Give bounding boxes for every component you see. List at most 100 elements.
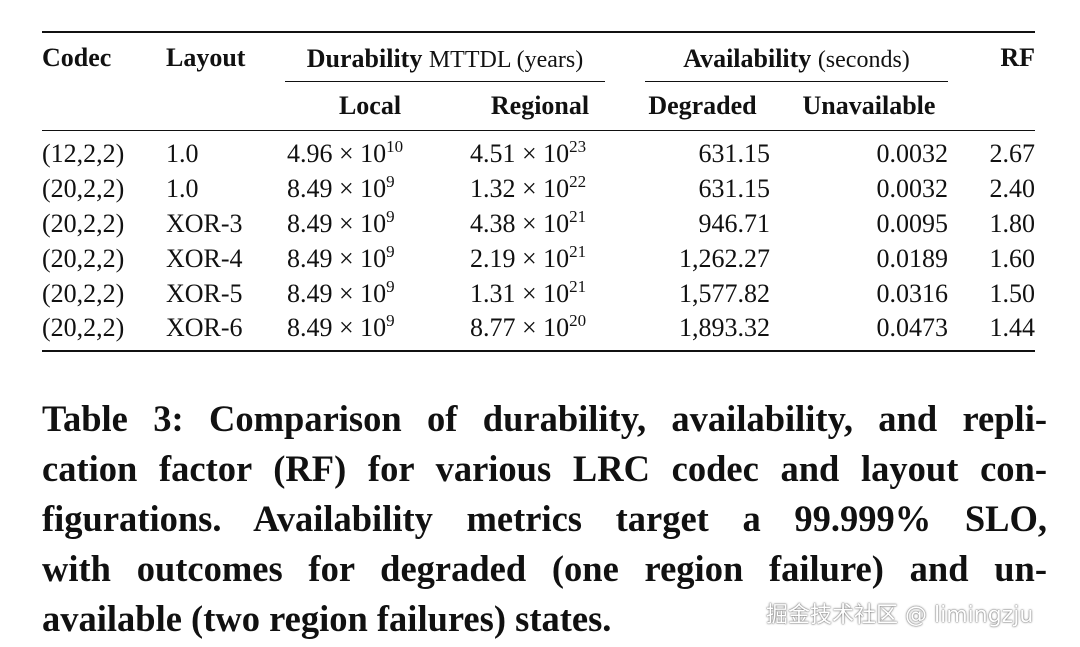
local-mantissa: 8.49 <box>287 278 333 308</box>
header-availability: Availability (seconds) <box>625 31 958 82</box>
durability-label: Durability <box>306 44 423 73</box>
header-layout: Layout <box>166 31 285 82</box>
cell-local: 8.49 × 109 <box>285 207 455 242</box>
times-sign: × <box>339 243 354 273</box>
cell-degraded: 1,577.82 <box>679 278 770 308</box>
table-row: (20,2,2) XOR-4 8.49 × 109 2.19 × 1021 1,262.… <box>42 241 1035 276</box>
regional-mantissa: 8.77 <box>470 313 516 343</box>
cell-unavailable: 0.0095 <box>876 208 949 238</box>
regional-base: 10 <box>543 174 570 204</box>
cell-layout: XOR-4 <box>166 243 243 273</box>
header-unavailable: Unavailable <box>802 91 936 120</box>
times-sign: × <box>339 278 354 308</box>
regional-base: 10 <box>543 139 570 169</box>
caption-line: cation factor (RF) for various LRC codec… <box>42 448 1047 489</box>
regional-exponent: 23 <box>569 137 587 157</box>
local-exponent: 9 <box>386 311 395 331</box>
cell-degraded: 631.15 <box>625 129 780 172</box>
times-sign: × <box>522 313 537 343</box>
times-sign: × <box>522 139 537 169</box>
cell-unavailable: 0.0032 <box>876 174 949 204</box>
local-exponent: 10 <box>386 137 404 157</box>
cell-codec: (20,2,2) <box>42 278 125 308</box>
local-base: 10 <box>360 243 387 273</box>
durability-unit: MTTDL (years) <box>428 47 584 73</box>
table-caption: Table 3: Comparison of durability, avail… <box>42 394 1047 644</box>
cell-local: 8.49 × 109 <box>285 276 455 311</box>
caption-line: Table 3: Comparison of durability, avail… <box>42 398 1047 439</box>
local-mantissa: 8.49 <box>287 174 333 204</box>
regional-exponent: 21 <box>569 276 587 296</box>
regional-mantissa: 4.51 <box>470 139 516 169</box>
local-mantissa: 8.49 <box>287 313 333 343</box>
times-sign: × <box>339 208 354 238</box>
cell-regional: 8.77 × 1020 <box>455 311 625 351</box>
table-row: (20,2,2) XOR-3 8.49 × 109 4.38 × 1021 946.71… <box>42 207 1035 242</box>
cell-local: 8.49 × 109 <box>285 172 455 207</box>
header-degraded: Degraded <box>648 91 757 120</box>
local-mantissa: 8.49 <box>287 243 333 273</box>
cell-unavailable: 0.0473 <box>876 313 949 343</box>
caption-line: figurations. Availability metrics target… <box>42 498 1047 539</box>
cell-regional: 1.32 × 1022 <box>455 172 625 207</box>
local-base: 10 <box>360 313 387 343</box>
header-row-2: Local Regional Degraded Unavailable <box>42 82 1035 131</box>
table-row: (20,2,2) XOR-6 8.49 × 109 8.77 × 1020 1,893.… <box>42 311 1035 351</box>
cell-local: 8.49 × 109 <box>285 311 455 351</box>
local-exponent: 9 <box>386 241 395 261</box>
cell-rf: 1.60 <box>989 243 1036 273</box>
cell-degraded: 1,893.32 <box>679 313 770 343</box>
cell-unavailable: 0.0316 <box>876 278 949 308</box>
availability-label: Availability <box>683 44 812 73</box>
comparison-table: Codec Layout Durability MTTDL (years) Av… <box>42 31 1035 352</box>
cell-layout: 1.0 <box>166 174 199 204</box>
regional-base: 10 <box>543 208 570 238</box>
regional-exponent: 21 <box>569 241 587 261</box>
regional-base: 10 <box>543 313 570 343</box>
header-rf: RF <box>958 31 1035 82</box>
cell-codec: (20,2,2) <box>42 243 125 273</box>
header-codec: Codec <box>42 31 166 82</box>
cell-layout: XOR-3 <box>166 208 243 238</box>
regional-exponent: 21 <box>569 206 587 226</box>
cell-degraded: 1,262.27 <box>679 243 770 273</box>
header-local: Local <box>338 91 402 120</box>
cell-rf: 1.80 <box>989 208 1036 238</box>
regional-mantissa: 4.38 <box>470 208 516 238</box>
times-sign: × <box>522 208 537 238</box>
local-base: 10 <box>360 139 387 169</box>
cell-codec: (20,2,2) <box>42 174 125 204</box>
cell-regional: 2.19 × 1021 <box>455 241 625 276</box>
caption-line: with outcomes for degraded (one region f… <box>42 548 1047 589</box>
header-row-1: Codec Layout Durability MTTDL (years) Av… <box>42 31 1035 82</box>
table-row: (20,2,2) 1.0 8.49 × 109 1.32 × 1022 631.15 0.… <box>42 172 1035 207</box>
cell-degraded: 631.15 <box>698 174 771 204</box>
table-row: (20,2,2) XOR-5 8.49 × 109 1.31 × 1021 1,577.… <box>42 276 1035 311</box>
local-exponent: 9 <box>386 206 395 226</box>
header-durability: Durability MTTDL (years) <box>285 31 625 82</box>
times-sign: × <box>522 174 537 204</box>
cell-regional: 1.31 × 1021 <box>455 276 625 311</box>
local-exponent: 9 <box>386 276 395 296</box>
cell-regional: 4.51 × 1023 <box>455 129 625 172</box>
regional-mantissa: 1.31 <box>470 278 516 308</box>
regional-mantissa: 2.19 <box>470 243 516 273</box>
cell-degraded: 946.71 <box>698 208 771 238</box>
cell-unavailable: 0.0032 <box>780 129 958 172</box>
table-row: (12,2,2) 1.0 4.96 × 1010 4.51 × 1023 631.15 0… <box>42 129 1035 172</box>
cell-layout: XOR-6 <box>166 313 243 343</box>
cell-codec: (20,2,2) <box>42 313 125 343</box>
cell-codec: (20,2,2) <box>42 208 125 238</box>
cell-regional: 4.38 × 1021 <box>455 207 625 242</box>
local-base: 10 <box>360 208 387 238</box>
caption-line: available (two region failures) states. <box>42 598 612 639</box>
local-mantissa: 4.96 <box>287 139 333 169</box>
cell-rf: 2.67 <box>958 129 1035 172</box>
cell-layout: XOR-5 <box>166 278 243 308</box>
availability-unit: (seconds) <box>817 47 910 73</box>
local-base: 10 <box>360 278 387 308</box>
times-sign: × <box>339 139 354 169</box>
cell-local: 4.96 × 1010 <box>285 129 455 172</box>
regional-base: 10 <box>543 278 570 308</box>
cell-local: 8.49 × 109 <box>285 241 455 276</box>
